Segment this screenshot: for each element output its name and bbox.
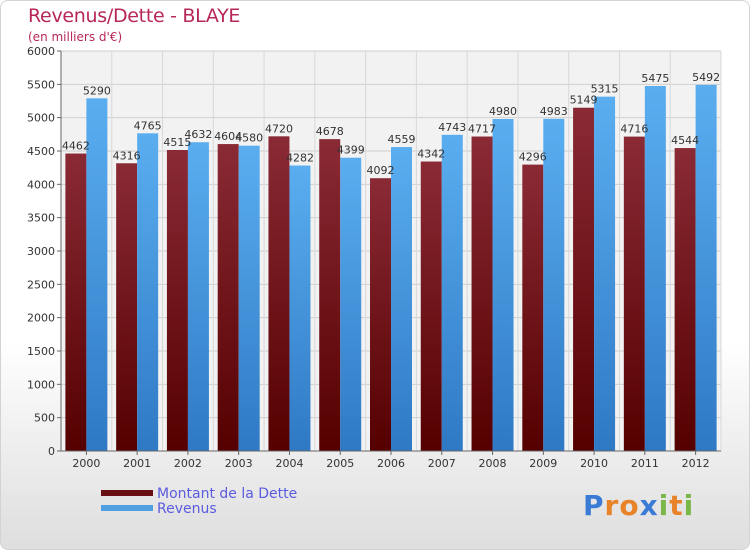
bar-revenue-2002 xyxy=(187,142,209,451)
bars xyxy=(65,84,717,452)
bar-revenue-2000 xyxy=(86,98,108,451)
value-label-revenue-2011: 5475 xyxy=(641,72,669,85)
bar-revenue-2006 xyxy=(391,147,412,452)
y-tick-label: 2500 xyxy=(27,278,55,291)
bar-debt-2012 xyxy=(674,148,696,452)
proxiti-logo: Proxiti xyxy=(583,489,694,522)
value-label-revenue-2005: 4399 xyxy=(337,144,365,157)
y-tick-label: 5000 xyxy=(27,112,55,125)
value-label-debt-2003: 4604 xyxy=(214,130,242,143)
bar-revenue-2010 xyxy=(594,96,616,452)
value-label-revenue-2002: 4632 xyxy=(184,128,212,141)
bar-debt-2000 xyxy=(65,153,87,452)
value-label-debt-2000: 4462 xyxy=(62,140,90,153)
logo-letter: r xyxy=(604,489,620,522)
value-label-revenue-2006: 4559 xyxy=(388,133,416,146)
y-tick-label: 4500 xyxy=(27,145,55,158)
value-label-revenue-2010: 5315 xyxy=(591,83,619,96)
x-tick-label: 2008 xyxy=(479,457,507,470)
y-tick-label: 1500 xyxy=(27,345,55,358)
bar-debt-2010 xyxy=(573,107,595,451)
x-tick-label: 2003 xyxy=(225,457,253,470)
x-tick-label: 2009 xyxy=(529,457,557,470)
y-tick-label: 1000 xyxy=(27,378,55,391)
y-axis: 0 500 1000 1500 2000 2500 3000 3500 4000 4500 5000… xyxy=(27,45,62,458)
bar-debt-2005 xyxy=(319,139,341,451)
y-tick-label: 3500 xyxy=(27,212,55,225)
bar-revenue-2012 xyxy=(695,84,717,451)
x-tick-label: 2011 xyxy=(631,457,659,470)
value-label-debt-2008: 4717 xyxy=(468,123,496,136)
x-tick-label: 2004 xyxy=(275,457,303,470)
value-label-revenue-2012: 5492 xyxy=(692,71,720,84)
y-tick-label: 3000 xyxy=(27,245,55,258)
logo-letter: o xyxy=(619,489,640,522)
bar-revenue-2011 xyxy=(644,86,666,451)
value-label-revenue-2008: 4980 xyxy=(489,105,517,118)
chart-title: Revenus/Dette - BLAYE xyxy=(28,5,241,27)
bar-debt-2008 xyxy=(471,136,493,452)
bar-debt-2001 xyxy=(116,163,138,451)
value-label-debt-2012: 4544 xyxy=(671,134,699,147)
bar-debt-2011 xyxy=(623,136,645,451)
bar-revenue-2009 xyxy=(543,118,565,452)
bar-debt-2002 xyxy=(166,150,188,451)
value-label-revenue-2000: 5290 xyxy=(83,84,111,97)
chart-subtitle: (en milliers d'€) xyxy=(28,30,123,44)
x-tick-label: 2012 xyxy=(682,457,710,470)
x-tick-label: 2002 xyxy=(174,457,202,470)
bar-revenue-2003 xyxy=(238,145,260,451)
x-tick-label: 2007 xyxy=(428,457,456,470)
y-tick-label: 5500 xyxy=(27,78,55,91)
bar-debt-2009 xyxy=(522,164,544,451)
y-tick-label: 500 xyxy=(34,412,55,425)
logo-letter: i xyxy=(683,489,695,522)
x-tick-label: 2006 xyxy=(377,457,405,470)
bar-revenue-2005 xyxy=(340,157,362,451)
y-tick-label: 2000 xyxy=(27,312,55,325)
y-tick-label: 4000 xyxy=(27,178,55,191)
x-tick-label: 2005 xyxy=(326,457,354,470)
legend-swatch-revenue xyxy=(101,505,153,511)
logo-letter: t xyxy=(669,489,684,522)
x-tick-label: 2001 xyxy=(123,457,151,470)
value-label-debt-2002: 4515 xyxy=(163,136,191,149)
value-label-debt-2005: 4678 xyxy=(316,125,344,138)
value-label-debt-2004: 4720 xyxy=(265,122,293,135)
x-tick-label: 2010 xyxy=(580,457,608,470)
bar-debt-2007 xyxy=(420,161,442,452)
logo-letter: P xyxy=(583,489,605,522)
y-tick-label: 0 xyxy=(48,445,55,458)
bar-revenue-2004 xyxy=(289,165,311,452)
value-label-revenue-2004: 4282 xyxy=(286,152,314,165)
bar-debt-2004 xyxy=(268,136,290,452)
value-label-debt-2006: 4092 xyxy=(367,164,395,177)
value-label-revenue-2009: 4983 xyxy=(540,105,568,118)
value-label-revenue-2001: 4765 xyxy=(134,119,162,132)
value-label-debt-2001: 4316 xyxy=(113,149,141,162)
bar-debt-2006 xyxy=(370,178,391,451)
legend-label-debt: Montant de la Dette xyxy=(157,486,298,502)
x-tick-label: 2000 xyxy=(72,457,100,470)
value-label-debt-2009: 4296 xyxy=(519,151,547,164)
bar-revenue-2007 xyxy=(441,134,463,452)
value-label-revenue-2003: 4580 xyxy=(235,132,263,145)
logo-letter: x xyxy=(639,489,659,522)
bar-revenue-2008 xyxy=(492,119,514,451)
legend-swatch-debt xyxy=(101,490,153,496)
value-label-debt-2007: 4342 xyxy=(417,148,445,161)
legend-label-revenue: Revenus xyxy=(157,501,217,517)
value-label-debt-2010: 5149 xyxy=(570,94,598,107)
y-tick-label: 6000 xyxy=(27,45,55,58)
logo-letter: i xyxy=(658,489,670,522)
value-label-revenue-2007: 4743 xyxy=(438,121,466,134)
x-axis: 2000 2001 2002 2003 2004 2005 2006 2007 2008 2009… xyxy=(61,450,721,470)
bar-debt-2003 xyxy=(217,144,239,452)
bar-revenue-2001 xyxy=(137,133,159,452)
value-label-debt-2011: 4716 xyxy=(620,123,648,136)
